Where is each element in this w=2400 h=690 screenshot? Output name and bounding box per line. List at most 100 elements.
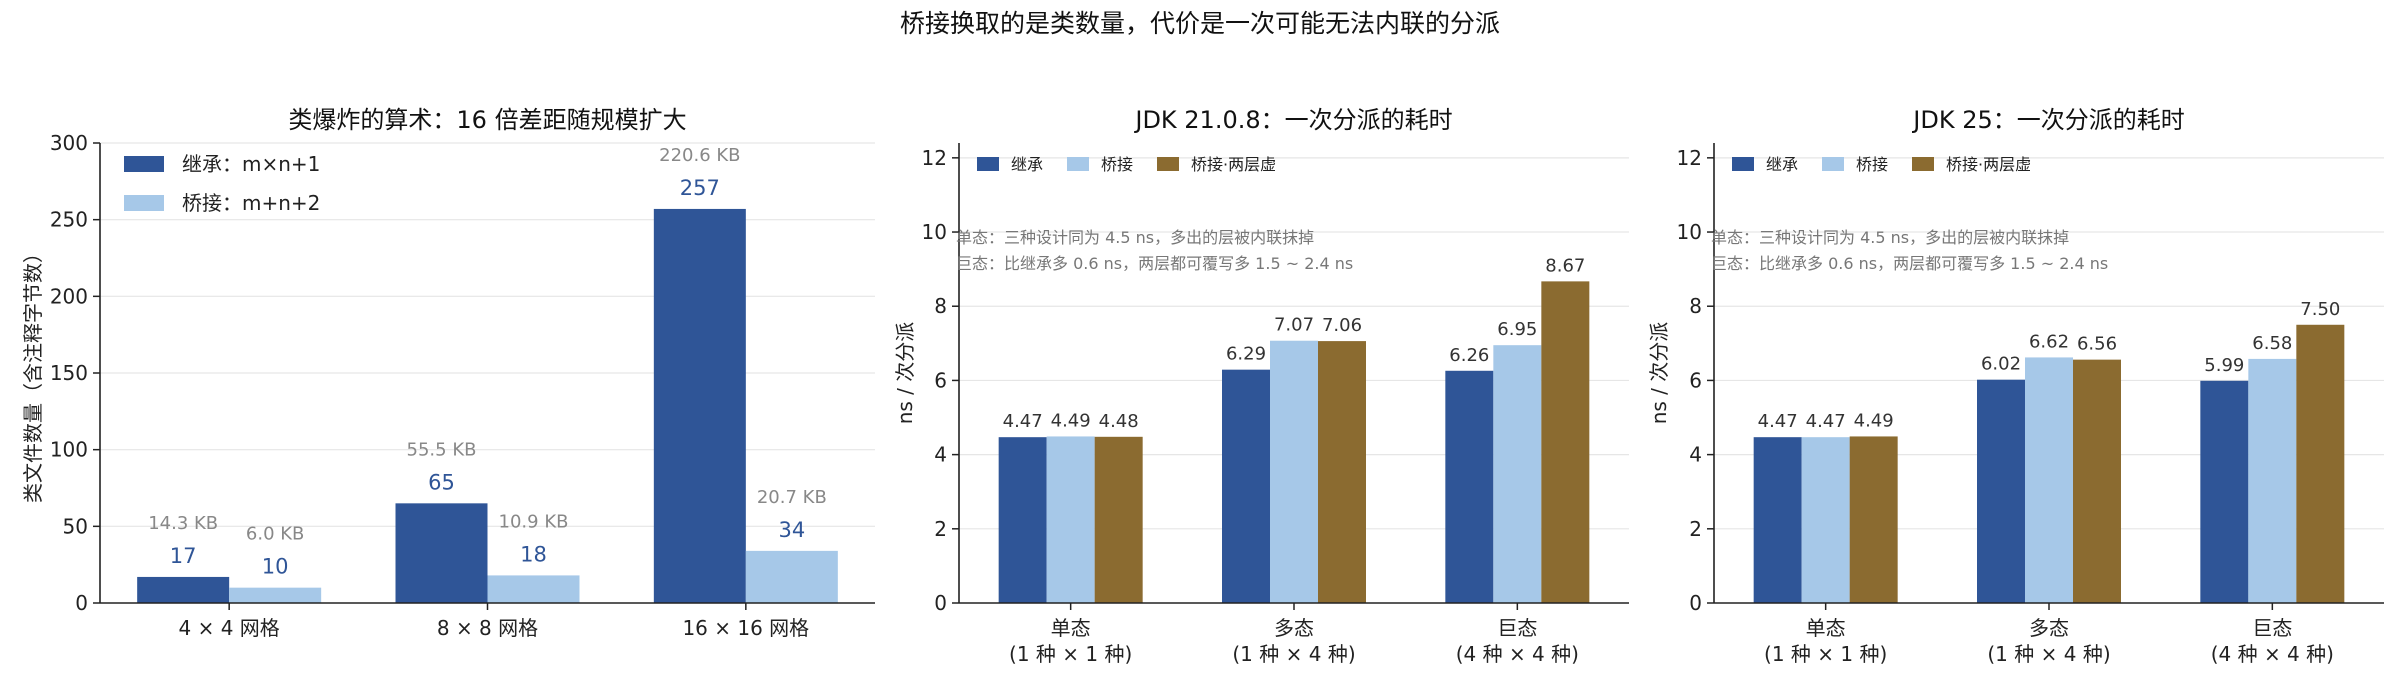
bar-2-s1-c3: [1445, 370, 1494, 603]
y-axis-label: ns / 次分派: [893, 322, 917, 425]
x-tick-label: 巨态(4 种 × 4 种): [2211, 616, 2334, 666]
bar-value-label: 7.06: [1322, 315, 1362, 336]
bar-3-s1-c1: [1753, 437, 1802, 603]
bar-3-s2-c3: [2248, 358, 2297, 603]
bar-value-label: 4.47: [1003, 411, 1043, 432]
x-tick-label: 多态(1 种 × 4 种): [1232, 616, 1355, 666]
y-tick-label: 8: [934, 294, 947, 318]
chart-title: JDK 25：一次分派的耗时: [1911, 106, 2184, 134]
legend-label: 桥接：m+n+2: [182, 191, 320, 215]
bar-size-label: 10.9 KB: [499, 511, 569, 532]
bar-size-label: 20.7 KB: [757, 487, 827, 508]
y-axis-label: 类文件数量（含注释字节数）: [21, 243, 45, 503]
bar-3-s3-c2: [2073, 359, 2121, 603]
legend-label: 桥接·两层虚: [1946, 155, 2031, 174]
y-tick-label: 6: [934, 368, 947, 392]
legend-swatch: [1067, 157, 1089, 171]
bar-size-label: 220.6 KB: [659, 145, 740, 166]
bar-1-s1-c2: [395, 503, 488, 603]
bar-value-label: 6.95: [1497, 319, 1537, 340]
x-tick-label: 16 × 16 网格: [682, 616, 809, 640]
y-tick-label: 300: [50, 131, 88, 155]
y-tick-label: 2: [1689, 517, 1702, 541]
bar-1-s2-c3: [745, 550, 838, 603]
bar-size-label: 55.5 KB: [407, 439, 477, 460]
annotation-text: 巨态：比继承多 0.6 ns，两层都可覆写多 1.5 ~ 2.4 ns: [1711, 254, 2108, 273]
x-tick-label: 8 × 8 网格: [437, 616, 538, 640]
bar-value-label: 34: [778, 518, 805, 542]
bar-value-label: 6.29: [1226, 344, 1266, 365]
y-tick-label: 150: [50, 361, 88, 385]
legend-swatch: [1732, 157, 1754, 171]
chart-2: 0 2 4 6 8 10 12 4.47 6.29 6.26 4.49 7.07 6.95 4.48 7.0…: [893, 106, 1629, 666]
bar-2-s1-c1: [998, 437, 1047, 603]
bar-value-label: 4.47: [1758, 411, 1798, 432]
legend: 继承：m×n+1 桥接：m+n+2: [124, 152, 320, 215]
bar-2-s3-c3: [1541, 281, 1590, 603]
y-tick-label: 2: [934, 517, 947, 541]
y-tick-label: 6: [1689, 368, 1702, 392]
bar-size-label: 14.3 KB: [148, 513, 218, 534]
bar-value-label: 10: [262, 555, 289, 579]
bar-value-label: 6.02: [1981, 354, 2021, 375]
annotation-text: 巨态：比继承多 0.6 ns，两层都可覆写多 1.5 ~ 2.4 ns: [956, 254, 1353, 273]
y-tick-label: 10: [922, 220, 947, 244]
y-tick-label: 50: [63, 514, 88, 538]
bar-value-label: 65: [428, 470, 455, 494]
y-tick-label: 8: [1689, 294, 1702, 318]
bar-value-label: 17: [170, 544, 197, 568]
bar-3-s3-c3: [2296, 324, 2345, 603]
x-tick-label: 单态(1 种 × 1 种): [1009, 616, 1132, 666]
legend-label: 继承：m×n+1: [182, 152, 320, 176]
bar-2-s2-c1: [1046, 436, 1095, 603]
legend-label: 桥接: [1856, 155, 1888, 174]
bar-value-label: 4.49: [1051, 410, 1091, 431]
y-tick-label: 0: [1689, 591, 1702, 615]
bar-3-s1-c2: [1977, 379, 2025, 603]
legend-label: 桥接·两层虚: [1191, 155, 1276, 174]
bar-value-label: 8.67: [1545, 255, 1585, 276]
annotation-text: 单态：三种设计同为 4.5 ns，多出的层被内联抹掉: [1711, 228, 2069, 247]
x-tick-label: 4 × 4 网格: [179, 616, 280, 640]
legend: 继承 桥接 桥接·两层虚: [1732, 155, 2031, 174]
bar-value-label: 4.48: [1099, 411, 1139, 432]
legend-label: 继承: [1011, 155, 1043, 174]
bar-2-s3-c2: [1318, 341, 1366, 603]
y-tick-label: 12: [1677, 146, 1702, 170]
bar-1-s2-c1: [229, 587, 322, 603]
legend-swatch: [977, 157, 999, 171]
y-tick-label: 10: [1677, 220, 1702, 244]
chart-3: 0 2 4 6 8 10 12 4.47 6.02 5.99 4.47 6.62 6.58 4.49 6.5…: [1647, 106, 2384, 666]
bar-3-s2-c1: [1801, 437, 1850, 603]
x-tick-label: 多态(1 种 × 4 种): [1987, 616, 2110, 666]
legend-swatch: [124, 156, 164, 172]
chart-title: 类爆炸的算术：16 倍差距随规模扩大: [288, 106, 686, 134]
bar-1-s2-c2: [487, 575, 580, 603]
bar-value-label: 4.49: [1854, 410, 1894, 431]
bar-2-s2-c3: [1493, 345, 1542, 603]
bar-3-s2-c2: [2025, 357, 2073, 603]
bar-size-label: 6.0 KB: [246, 524, 305, 545]
legend: 继承 桥接 桥接·两层虚: [977, 155, 1276, 174]
bar-value-label: 6.56: [2077, 334, 2117, 355]
y-tick-label: 200: [50, 284, 88, 308]
chart-title: JDK 21.0.8：一次分派的耗时: [1133, 106, 1452, 134]
y-tick-label: 12: [922, 146, 947, 170]
y-tick-label: 0: [934, 591, 947, 615]
y-tick-label: 4: [934, 443, 947, 467]
legend-swatch: [1822, 157, 1844, 171]
bar-value-label: 7.07: [1274, 315, 1314, 336]
bar-2-s3-c1: [1094, 436, 1143, 603]
bar-1-s1-c3: [653, 208, 746, 603]
bar-value-label: 4.47: [1806, 411, 1846, 432]
bar-3-s1-c3: [2200, 380, 2249, 603]
annotation-text: 单态：三种设计同为 4.5 ns，多出的层被内联抹掉: [956, 228, 1314, 247]
legend-swatch: [1157, 157, 1179, 171]
x-tick-label: 单态(1 种 × 1 种): [1764, 616, 1887, 666]
x-tick-label: 巨态(4 种 × 4 种): [1456, 616, 1579, 666]
bar-value-label: 6.62: [2029, 331, 2069, 352]
bar-value-label: 6.26: [1449, 345, 1489, 366]
y-tick-label: 100: [50, 438, 88, 462]
chart-1: 0 50 100 150 200 250 300 17 14.3 KB 65 55.5 KB 257 2…: [21, 106, 875, 640]
